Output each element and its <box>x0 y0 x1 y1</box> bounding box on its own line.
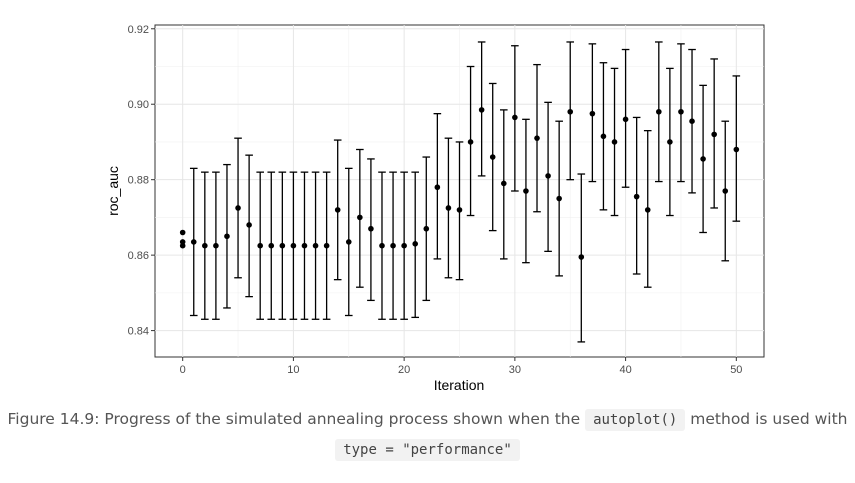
data-point <box>611 139 618 145</box>
x-axis-title: Iteration <box>434 377 485 393</box>
y-tick-label: 0.86 <box>128 250 149 262</box>
data-point <box>224 233 230 240</box>
data-point <box>290 242 297 249</box>
initial-point <box>179 229 186 236</box>
data-point <box>467 139 474 145</box>
data-point <box>379 242 385 249</box>
data-point <box>567 108 574 115</box>
data-point <box>246 222 252 228</box>
data-point <box>644 207 651 213</box>
caption-text-1: Figure 14.9: Progress of the simulated a… <box>7 410 586 428</box>
data-point <box>423 225 430 232</box>
data-point <box>445 205 452 211</box>
data-point <box>268 242 275 249</box>
data-point <box>434 184 441 191</box>
data-point <box>478 107 485 113</box>
data-point <box>722 188 729 194</box>
x-tick-label: 30 <box>509 364 521 376</box>
x-axis: 0 10 20 30 40 50 <box>180 357 742 376</box>
y-axis: 0.84 0.86 0.88 0.90 0.92 <box>128 24 155 338</box>
data-point <box>667 139 673 145</box>
data-point <box>523 188 529 194</box>
data-point <box>401 242 407 249</box>
data-point <box>357 214 363 221</box>
data-point <box>633 193 640 200</box>
data-point <box>711 131 717 138</box>
data-point <box>545 173 551 179</box>
x-tick-label: 20 <box>398 364 410 376</box>
caption-code-type: type = "performance" <box>335 439 520 461</box>
data-point <box>556 195 562 202</box>
initial-point <box>179 242 186 249</box>
data-point <box>589 110 596 117</box>
figure-caption: Figure 14.9: Progress of the simulated a… <box>0 405 855 465</box>
data-point <box>534 135 540 141</box>
minor-grid <box>155 25 764 357</box>
data-point <box>279 242 286 249</box>
y-tick-label: 0.84 <box>128 326 149 338</box>
data-point <box>202 242 208 249</box>
data-point <box>678 108 684 115</box>
data-point <box>700 156 706 162</box>
data-point <box>489 154 496 160</box>
data-point <box>578 254 585 260</box>
data-point <box>301 242 308 249</box>
y-tick-label: 0.88 <box>128 175 149 187</box>
data-point <box>368 225 374 232</box>
data-point <box>345 239 352 245</box>
data-point <box>213 242 219 249</box>
data-point <box>334 207 341 213</box>
y-axis-title: roc_auc <box>105 166 121 216</box>
data-point <box>323 242 330 249</box>
y-tick-label: 0.90 <box>128 99 149 111</box>
data-point <box>733 146 740 153</box>
data-point <box>235 205 241 211</box>
x-tick-label: 50 <box>730 364 742 376</box>
data-point <box>689 118 695 125</box>
x-tick-label: 10 <box>287 364 299 376</box>
data-point <box>412 241 419 247</box>
data-point <box>312 242 319 249</box>
x-tick-label: 40 <box>619 364 631 376</box>
data-point <box>500 180 507 187</box>
data-point <box>622 116 629 123</box>
x-tick-label: 0 <box>180 364 186 376</box>
data-points <box>179 107 740 260</box>
data-point <box>600 133 607 140</box>
data-point <box>512 114 518 121</box>
caption-text-2: method is used with <box>685 410 848 428</box>
data-point <box>656 108 662 115</box>
data-point <box>190 239 197 245</box>
performance-chart: 0.84 0.86 0.88 0.90 0.92 0 10 20 30 40 50 Iterati… <box>105 24 765 393</box>
data-point <box>257 242 263 249</box>
caption-code-autoplot: autoplot() <box>585 409 686 431</box>
y-tick-label: 0.92 <box>128 24 149 36</box>
data-point <box>390 242 396 249</box>
data-point <box>456 207 463 213</box>
